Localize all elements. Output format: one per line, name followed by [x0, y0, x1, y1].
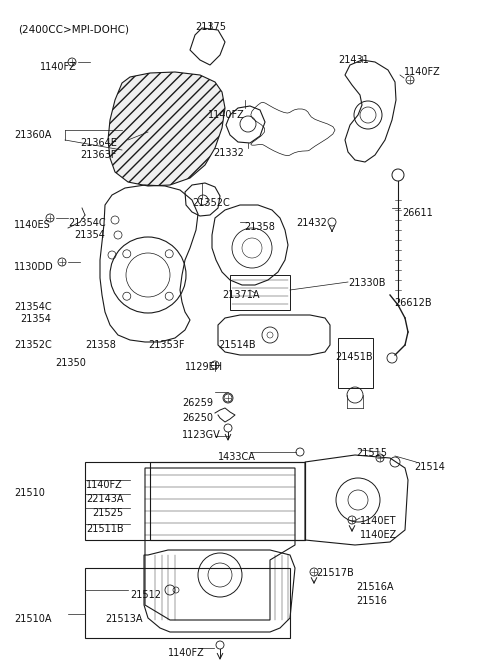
- Text: 21354C: 21354C: [68, 218, 106, 228]
- Text: 1140EZ: 1140EZ: [360, 530, 397, 540]
- Text: 21514: 21514: [414, 462, 445, 472]
- Text: 26611: 26611: [402, 208, 433, 218]
- Text: 1140FZ: 1140FZ: [40, 62, 77, 72]
- Text: 21516: 21516: [356, 596, 387, 606]
- Text: 1140FZ: 1140FZ: [86, 480, 123, 490]
- Text: 1433CA: 1433CA: [218, 452, 256, 462]
- Text: 21354C: 21354C: [14, 302, 52, 312]
- Text: 21360A: 21360A: [14, 130, 51, 140]
- Text: 1123GV: 1123GV: [182, 430, 221, 440]
- Text: 21358: 21358: [85, 340, 116, 350]
- Text: 21510: 21510: [14, 488, 45, 498]
- Text: 21364E: 21364E: [80, 138, 117, 148]
- Text: 26250: 26250: [182, 413, 213, 423]
- Polygon shape: [108, 72, 225, 186]
- Text: 1129EH: 1129EH: [185, 362, 223, 372]
- Text: 21514B: 21514B: [218, 340, 256, 350]
- Text: 1140ET: 1140ET: [360, 516, 396, 526]
- Text: 21363F: 21363F: [80, 150, 116, 160]
- Text: 21515: 21515: [356, 448, 387, 458]
- Text: 21512: 21512: [130, 590, 161, 600]
- Text: 21350: 21350: [55, 358, 86, 368]
- Text: 21358: 21358: [244, 222, 275, 232]
- Text: 26259: 26259: [182, 398, 213, 408]
- Text: 21511B: 21511B: [86, 524, 124, 534]
- Text: 21352C: 21352C: [192, 198, 230, 208]
- Text: 22143A: 22143A: [86, 494, 123, 504]
- Text: 21525: 21525: [92, 508, 123, 518]
- Text: 21513A: 21513A: [105, 614, 143, 624]
- Text: 21354: 21354: [20, 314, 51, 324]
- Text: 21353F: 21353F: [148, 340, 184, 350]
- Text: 21332: 21332: [213, 148, 244, 158]
- Text: (2400CC>MPI-DOHC): (2400CC>MPI-DOHC): [18, 24, 129, 34]
- Text: 21451B: 21451B: [335, 352, 372, 362]
- Text: 1140FZ: 1140FZ: [168, 648, 205, 658]
- Text: 21330B: 21330B: [348, 278, 385, 288]
- Text: 21516A: 21516A: [356, 582, 394, 592]
- Text: 1140FZ: 1140FZ: [404, 67, 441, 77]
- Text: 21431: 21431: [338, 55, 369, 65]
- Text: 21371A: 21371A: [222, 290, 260, 300]
- Text: 21432: 21432: [296, 218, 327, 228]
- Text: 1140FZ: 1140FZ: [208, 110, 245, 120]
- Text: 21510A: 21510A: [14, 614, 51, 624]
- Text: 21517B: 21517B: [316, 568, 354, 578]
- Text: 1140ES: 1140ES: [14, 220, 51, 230]
- Text: 21354: 21354: [74, 230, 105, 240]
- Text: 21352C: 21352C: [14, 340, 52, 350]
- Text: 1130DD: 1130DD: [14, 262, 54, 272]
- Text: 21375: 21375: [195, 22, 226, 32]
- Text: 26612B: 26612B: [394, 298, 432, 308]
